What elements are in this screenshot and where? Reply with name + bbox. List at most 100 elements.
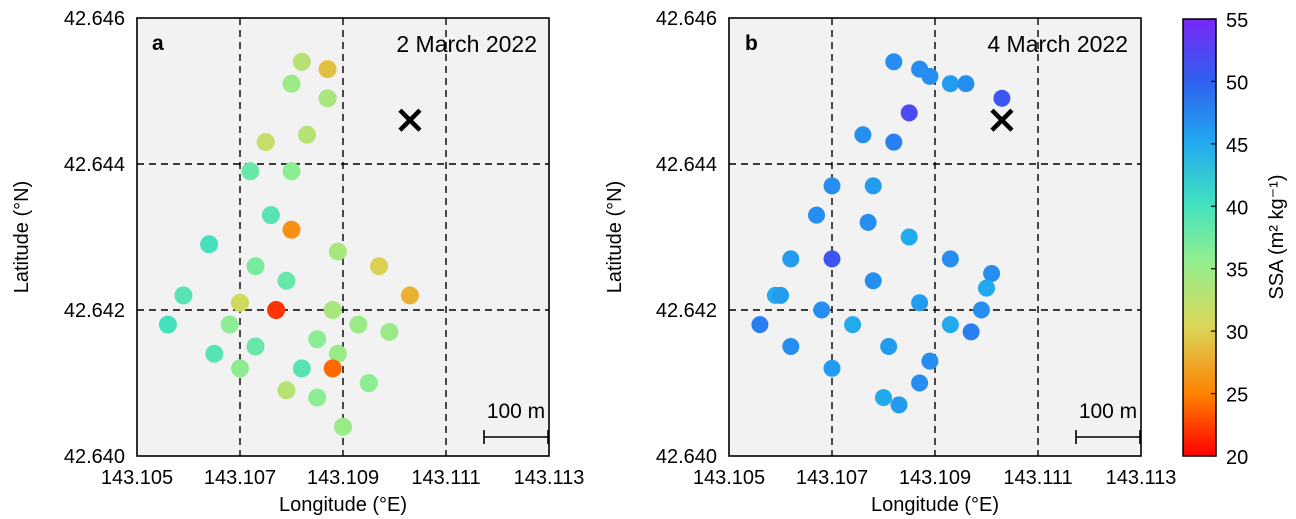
x-tick-label-a: 143.113 <box>514 467 585 489</box>
data-point-b <box>772 286 789 304</box>
data-point-a <box>318 89 337 108</box>
data-point-a <box>277 381 296 400</box>
station-marker-a <box>398 108 422 132</box>
colorbar-tick-label: 25 <box>1226 385 1248 407</box>
data-point-b <box>911 374 929 392</box>
scale-bar-label-a: 100 m <box>487 400 545 423</box>
data-point-a <box>246 337 265 356</box>
colorbar-tick-label: 45 <box>1226 135 1248 157</box>
y-tick-label-a: 42.640 <box>64 446 125 468</box>
data-point-b <box>823 359 841 377</box>
data-point-a <box>205 344 224 363</box>
data-point-a <box>380 322 399 341</box>
data-point-b <box>900 228 918 246</box>
y-axis-title-b: Latitude (°N) <box>604 181 626 294</box>
data-point-a <box>282 220 301 239</box>
data-point-b <box>854 126 872 144</box>
data-points-a <box>158 52 419 436</box>
data-point-b <box>864 177 882 195</box>
data-point-b <box>983 265 1001 282</box>
data-point-a <box>282 74 301 93</box>
y-tick-label-b: 42.644 <box>656 154 717 176</box>
data-point-a <box>267 301 286 319</box>
data-point-a <box>174 286 193 305</box>
station-marker-b <box>990 108 1014 132</box>
data-point-b <box>844 316 862 334</box>
data-point-a <box>261 206 280 225</box>
data-point-b <box>885 133 903 151</box>
data-point-a <box>158 315 177 334</box>
data-point-a <box>359 374 378 392</box>
y-tick-label-a: 42.642 <box>64 300 125 322</box>
colorbar-tick-label: 20 <box>1226 447 1248 469</box>
colorbar-gradient <box>1182 18 1217 457</box>
colorbar-ticks: 20 25 30 35 40 45 50 55 <box>1211 10 1248 469</box>
data-point-b <box>859 213 877 231</box>
data-point-a <box>241 162 260 181</box>
data-point-b <box>782 250 800 268</box>
data-point-a <box>298 125 316 144</box>
data-point-b <box>808 206 825 224</box>
colorbar-tick-label: 35 <box>1226 260 1248 282</box>
data-point-b <box>823 250 841 268</box>
scale-bar-a: 100 m <box>483 400 549 444</box>
data-point-a <box>349 315 368 334</box>
y-tick-label-b: 42.642 <box>656 300 717 322</box>
data-point-a <box>277 271 296 290</box>
panel-b: b 4 March 2022 100 m 42.646 42.644 42.64… <box>604 8 1176 516</box>
data-point-b <box>823 177 841 195</box>
data-point-b <box>751 316 769 334</box>
x-axis-title-b: Longitude (°E) <box>871 494 999 516</box>
data-point-b <box>941 316 959 334</box>
data-point-a <box>200 235 219 254</box>
panel-a: a 2 March 2022 100 m 42.646 42.644 42.64… <box>11 8 584 516</box>
x-tick-label-b: 143.107 <box>796 467 868 489</box>
grid-b <box>729 18 1141 456</box>
data-point-b <box>880 338 898 355</box>
colorbar-label: SSA (m² kg⁻¹) <box>1266 174 1288 299</box>
data-point-a <box>334 417 352 436</box>
x-ticks-b: 143.105 143.107 143.109 143.111 143.113 <box>693 467 1177 489</box>
data-point-b <box>875 389 892 407</box>
data-point-b <box>962 323 980 341</box>
cross-marker-stroke-b <box>990 108 1014 132</box>
data-point-b <box>885 53 903 71</box>
x-tick-label-a: 143.109 <box>307 467 379 489</box>
x-tick-label-b: 143.105 <box>693 467 765 489</box>
data-point-a <box>231 359 249 378</box>
y-ticks-b: 42.646 42.644 42.642 42.640 <box>656 8 717 468</box>
y-tick-label-b: 42.640 <box>656 446 717 468</box>
data-point-b <box>921 352 939 370</box>
y-ticks-a: 42.646 42.644 42.642 42.640 <box>64 8 125 468</box>
data-point-b <box>921 67 939 85</box>
data-point-b <box>911 294 929 312</box>
x-tick-label-b: 143.109 <box>899 467 971 489</box>
data-points-b <box>751 53 1011 414</box>
data-point-a <box>323 359 342 378</box>
colorbar-tick-label: 55 <box>1226 10 1248 32</box>
data-point-b <box>978 279 995 297</box>
data-point-a <box>256 133 275 152</box>
data-point-a <box>308 388 327 407</box>
data-point-b <box>941 250 959 268</box>
x-axis-title-a: Longitude (°E) <box>279 494 407 516</box>
x-tick-label-b: 143.113 <box>1106 467 1177 489</box>
scale-bar-label-b: 100 m <box>1079 400 1137 423</box>
x-tick-label-a: 143.105 <box>101 467 173 489</box>
chart-title-b: 4 March 2022 <box>987 31 1128 57</box>
colorbar-tick-label: 30 <box>1226 322 1248 344</box>
data-point-a <box>328 242 347 261</box>
data-point-b <box>993 89 1011 107</box>
data-point-a <box>308 330 327 349</box>
data-point-a <box>246 257 265 276</box>
y-tick-label-a: 42.644 <box>64 154 125 176</box>
scale-bar-b: 100 m <box>1075 400 1141 444</box>
data-point-a <box>400 286 419 305</box>
y-tick-label-a: 42.646 <box>64 8 125 30</box>
data-point-a <box>231 293 249 312</box>
data-point-b <box>864 272 882 290</box>
data-point-a <box>282 162 301 181</box>
data-point-a <box>370 257 389 276</box>
data-point-b <box>957 75 975 93</box>
